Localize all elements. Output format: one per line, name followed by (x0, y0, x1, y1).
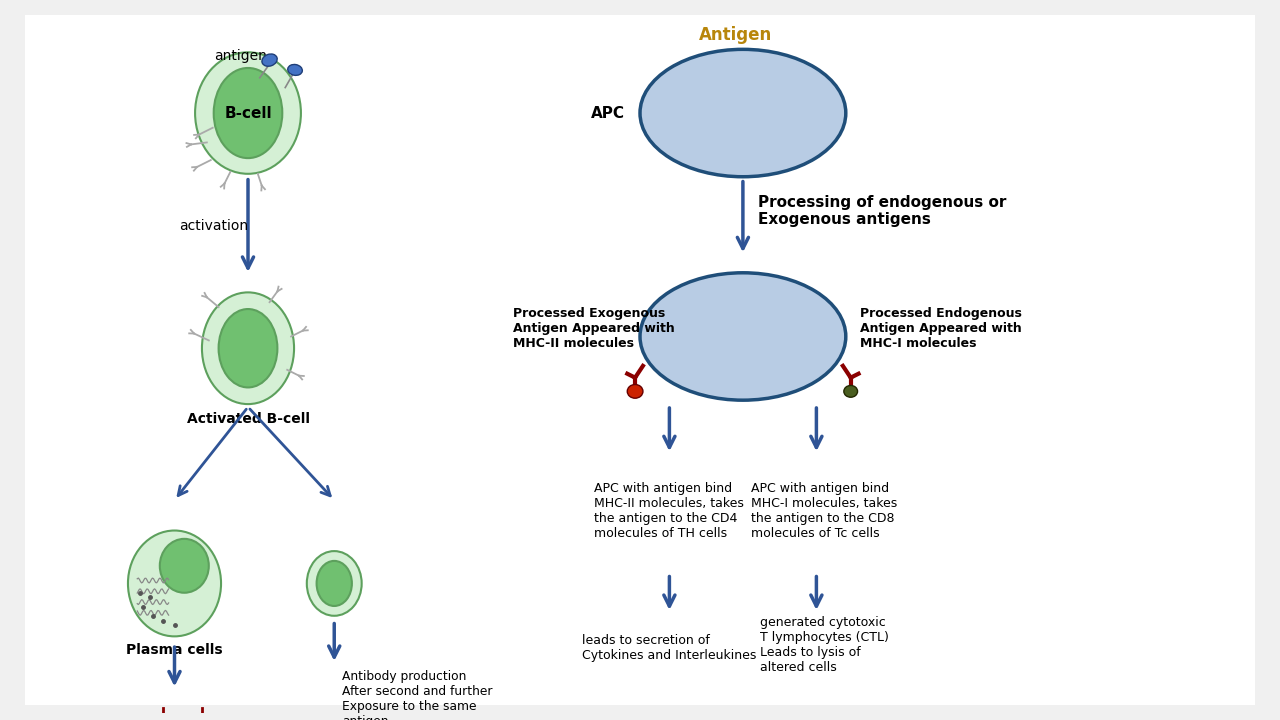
Ellipse shape (288, 65, 302, 76)
Text: Activated B-cell: Activated B-cell (187, 412, 310, 426)
Ellipse shape (262, 54, 278, 66)
Text: Antibody production
After second and further
Exposure to the same
antigen: Antibody production After second and fur… (342, 670, 493, 720)
Ellipse shape (640, 50, 846, 176)
Ellipse shape (128, 531, 221, 636)
Ellipse shape (307, 551, 362, 616)
Ellipse shape (160, 539, 209, 593)
Text: Plasma cells: Plasma cells (127, 643, 223, 657)
Text: APC: APC (591, 106, 626, 120)
Text: APC with antigen bind
MHC-II molecules, takes
the antigen to the CD4
molecules o: APC with antigen bind MHC-II molecules, … (594, 482, 745, 540)
Ellipse shape (640, 273, 846, 400)
Ellipse shape (627, 384, 643, 398)
Text: generated cytotoxic
T lymphocytes (CTL)
Leads to lysis of
altered cells: generated cytotoxic T lymphocytes (CTL) … (760, 616, 888, 674)
Ellipse shape (214, 68, 283, 158)
Text: activation: activation (179, 219, 248, 233)
Text: antigen: antigen (214, 49, 266, 63)
Ellipse shape (202, 292, 294, 404)
Text: B-cell: B-cell (224, 106, 271, 120)
Ellipse shape (844, 385, 858, 397)
Text: Processed Exogenous
Antigen Appeared with
MHC-II molecules: Processed Exogenous Antigen Appeared wit… (512, 307, 675, 350)
Ellipse shape (316, 561, 352, 606)
Text: Antigen: Antigen (699, 26, 772, 44)
Ellipse shape (219, 309, 278, 387)
Text: Processed Endogenous
Antigen Appeared with
MHC-I molecules: Processed Endogenous Antigen Appeared wi… (860, 307, 1023, 350)
Ellipse shape (195, 53, 301, 174)
Text: leads to secretion of
Cytokines and Interleukines: leads to secretion of Cytokines and Inte… (582, 634, 756, 662)
Text: APC with antigen bind
MHC-I molecules, takes
the antigen to the CD8
molecules of: APC with antigen bind MHC-I molecules, t… (751, 482, 897, 540)
Text: Processing of endogenous or
Exogenous antigens: Processing of endogenous or Exogenous an… (758, 195, 1006, 228)
